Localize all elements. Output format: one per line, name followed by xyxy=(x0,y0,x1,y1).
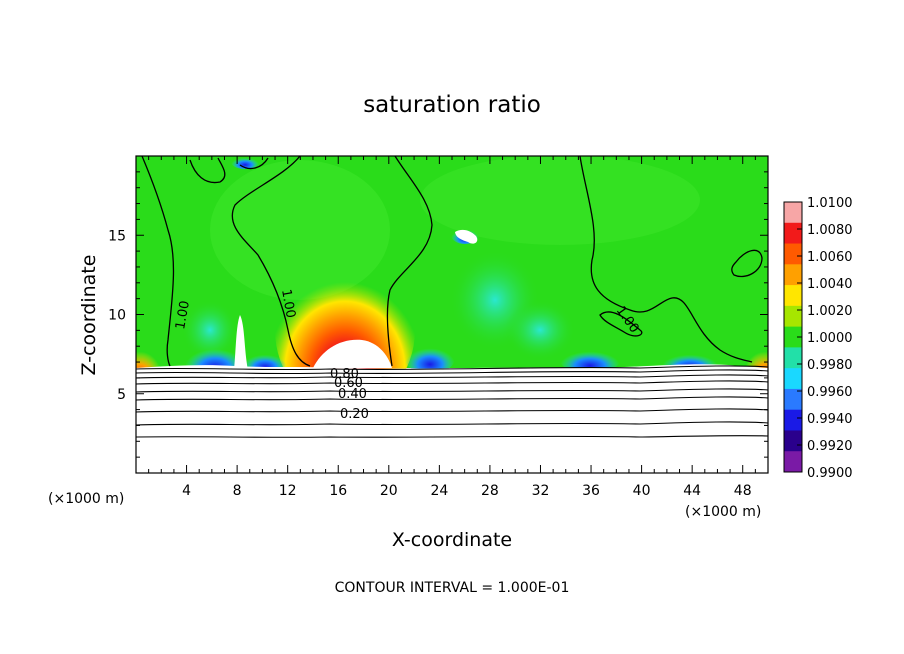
colorbar-swatch xyxy=(784,409,802,431)
heatmap-field xyxy=(136,156,768,473)
contour-label: 0.80 xyxy=(330,367,359,382)
y-tick-label: 10 xyxy=(108,308,126,324)
colorbar-tick-label: 1.0000 xyxy=(807,331,853,346)
contour-label: 0.60 xyxy=(334,376,363,391)
colorbar-tick-label: 1.0020 xyxy=(807,304,853,319)
x-tick-label: 12 xyxy=(279,483,297,499)
colorbar-swatch xyxy=(784,305,802,328)
colorbar-tick-label: 1.0060 xyxy=(807,250,853,265)
x-tick-label: 44 xyxy=(683,483,701,499)
x-axis: 4 8 12 16 20 24 28 32 36 40 44 48 xyxy=(148,156,756,499)
y-axis-label: Z-coordinate xyxy=(78,255,100,376)
colorbar-tick-label: 0.9980 xyxy=(807,358,853,373)
x-tick-label: 40 xyxy=(633,483,651,499)
colorbar-tick-label: 0.9960 xyxy=(807,385,853,400)
colorbar-swatch xyxy=(784,285,802,307)
x-tick-label: 4 xyxy=(182,483,191,499)
x-unit-label: (×1000 m) xyxy=(685,504,761,520)
colorbar-swatch xyxy=(784,326,802,348)
x-tick-label: 48 xyxy=(734,483,752,499)
y-tick-label: 5 xyxy=(117,387,126,403)
colorbar-tick-label: 0.9920 xyxy=(807,439,853,454)
colorbar-tick-label: 0.9900 xyxy=(807,466,853,481)
x-tick-label: 8 xyxy=(233,483,242,499)
x-tick-label: 28 xyxy=(481,483,499,499)
z-unit-label: (×1000 m) xyxy=(48,491,124,507)
colorbar-swatch xyxy=(784,202,802,224)
x-tick-label: 24 xyxy=(430,483,448,499)
contour-label: 1.00 xyxy=(173,300,193,331)
colorbar-swatch xyxy=(784,430,802,452)
x-tick-label: 36 xyxy=(582,483,600,499)
chart-title: saturation ratio xyxy=(363,92,541,118)
contour-label: 0.40 xyxy=(338,387,367,402)
colorbar-swatch xyxy=(784,388,802,411)
colorbar-swatch xyxy=(784,243,802,265)
colorbar-tick-label: 1.0080 xyxy=(807,223,853,238)
colorbar-tick-label: 0.9940 xyxy=(807,412,853,427)
colorbar-swatch xyxy=(784,222,802,245)
colorbar-swatch xyxy=(784,264,802,286)
colorbar: 1.0100 1.0080 1.0060 1.0040 1.0020 1.0000 0.99… xyxy=(783,196,853,481)
x-tick-label: 32 xyxy=(532,483,550,499)
x-axis-label: X-coordinate xyxy=(392,529,512,551)
colorbar-tick-label: 1.0040 xyxy=(807,277,853,292)
contour-interval-note: CONTOUR INTERVAL = 1.000E-01 xyxy=(335,580,570,596)
contour-label: 0.20 xyxy=(340,407,369,422)
x-tick-label: 20 xyxy=(380,483,398,499)
colorbar-swatch xyxy=(784,368,802,390)
colorbar-tick-label: 1.0100 xyxy=(807,196,853,211)
y-tick-label: 15 xyxy=(108,228,126,244)
colorbar-swatch xyxy=(784,451,802,473)
contour-label: 1.00 xyxy=(278,288,298,319)
y-axis: 5 10 15 xyxy=(108,171,768,458)
x-tick-label: 16 xyxy=(329,483,347,499)
colorbar-swatch xyxy=(784,347,802,369)
